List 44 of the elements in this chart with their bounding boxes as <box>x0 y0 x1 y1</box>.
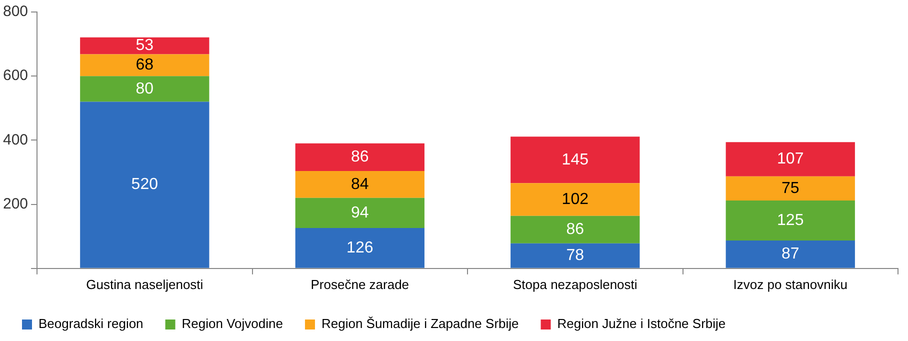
y-tick-label: 200 <box>2 195 28 212</box>
x-tick-label: Stopa nezaposlenosti <box>512 276 638 292</box>
data-label: 84 <box>350 176 369 193</box>
bar <box>80 37 210 54</box>
data-label: 125 <box>777 212 804 229</box>
legend-label: Region Južne i Istočne Srbije <box>557 316 726 332</box>
legend-label: Region Šumadije i Zapadne Srbije <box>321 316 519 332</box>
bar <box>726 142 855 176</box>
bar <box>295 170 424 198</box>
bar <box>80 76 210 102</box>
data-label: 126 <box>346 239 374 256</box>
bar <box>295 198 424 228</box>
data-label: 53 <box>136 37 154 54</box>
legend-label: Region Vojvodine <box>182 316 283 332</box>
data-label: 86 <box>350 148 369 166</box>
data-label: 75 <box>781 180 800 197</box>
y-tick-label: 400 <box>2 131 28 148</box>
bar <box>80 54 210 76</box>
bar <box>510 136 640 184</box>
bar <box>295 228 424 268</box>
data-label: 107 <box>777 150 804 168</box>
x-tick-label: Prosečne zarade <box>310 276 410 292</box>
x-tick-label: Gustina naseljenosti <box>86 276 204 292</box>
data-label: 94 <box>350 204 369 222</box>
bar <box>510 216 640 244</box>
data-label: 78 <box>566 247 584 264</box>
bar <box>510 183 640 216</box>
bar <box>726 200 855 241</box>
legend-label: Beogradski region <box>38 316 144 332</box>
data-label: 87 <box>781 246 800 263</box>
bar <box>80 102 210 268</box>
y-tick-label: 800 <box>2 3 28 20</box>
y-tick-label: 600 <box>2 67 28 84</box>
data-label: 68 <box>136 56 154 74</box>
x-tick-label: Izvoz po stanovniku <box>733 276 848 292</box>
data-label: 520 <box>131 176 158 194</box>
data-label: 145 <box>562 151 589 168</box>
bar <box>726 240 855 268</box>
bar <box>510 243 640 268</box>
bar <box>726 176 855 200</box>
data-label: 86 <box>566 221 584 238</box>
data-label: 80 <box>136 80 154 98</box>
bar <box>295 143 424 171</box>
data-label: 102 <box>562 190 589 208</box>
